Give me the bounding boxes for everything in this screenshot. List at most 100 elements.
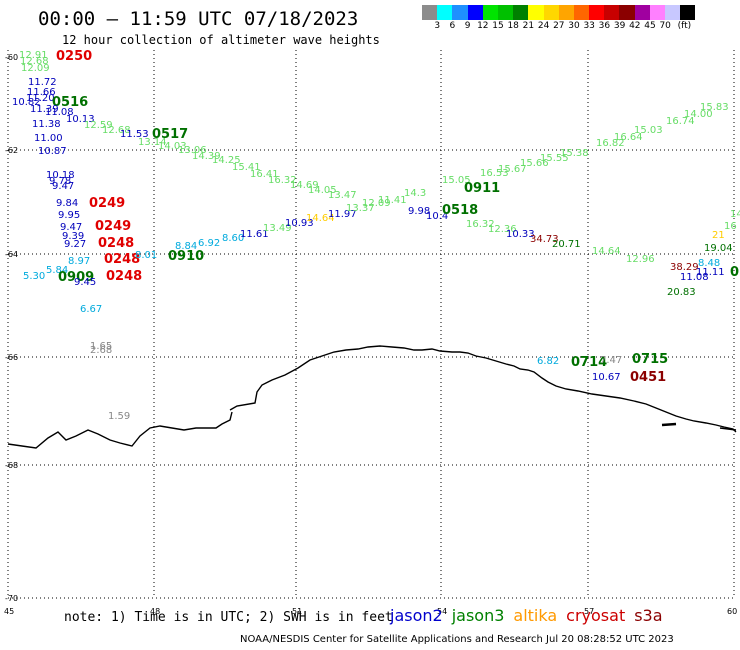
- colorbar-swatch: [467, 5, 483, 20]
- wave-height-label: 11.20: [26, 93, 55, 104]
- wave-height-label: 14: [730, 209, 740, 220]
- wave-height-label: 15.03: [634, 125, 663, 136]
- colorbar: [422, 5, 696, 20]
- wave-height-label: 12.68: [102, 125, 131, 136]
- colorbar-label: 18: [507, 21, 519, 31]
- wave-height-label: 11.66: [27, 87, 56, 98]
- wave-height-label: 14.05: [308, 185, 337, 196]
- wave-height-label: 14.39: [192, 151, 221, 162]
- pass-time-label: 0517: [152, 127, 188, 142]
- latitude-label: -60: [5, 53, 18, 62]
- wave-height-label: 14.03: [158, 141, 187, 152]
- wave-height-label: 20.71: [552, 239, 581, 250]
- colorbar-swatch: [680, 5, 696, 20]
- colorbar-swatch: [422, 5, 438, 20]
- colorbar-swatch: [543, 5, 559, 20]
- wave-height-label: 12.91: [19, 50, 48, 61]
- wave-height-label: 13.47: [328, 190, 357, 201]
- wave-height-label: 10.67: [592, 372, 621, 383]
- wave-height-label: 12.59: [84, 120, 113, 131]
- wave-height-label: 9.84: [56, 198, 78, 209]
- colorbar-label: 42: [629, 21, 641, 31]
- colorbar-label: 30: [568, 21, 580, 31]
- wave-height-label: 11.08: [45, 107, 74, 118]
- wave-height-label: 38.29: [670, 262, 699, 273]
- map-title: 00:00 – 11:59 UTC 07/18/2023: [38, 8, 359, 30]
- wave-height-label: 7.47: [600, 355, 622, 366]
- pass-time-label: 0518: [442, 203, 478, 218]
- wave-height-label: 11.72: [28, 77, 57, 88]
- ice-shelf-bit: [661, 422, 677, 427]
- colorbar-swatch: [452, 5, 468, 20]
- wave-height-label: 8.84: [175, 241, 197, 252]
- longitude-label: 45: [4, 607, 14, 616]
- colorbar-label: 21: [522, 21, 535, 31]
- wave-height-label: 14.69: [290, 180, 319, 191]
- colorbar-label: 70: [659, 21, 671, 31]
- wave-height-label: 11.97: [328, 209, 357, 220]
- wave-height-label: 1.59: [108, 411, 130, 422]
- latitude-label: -62: [5, 146, 18, 155]
- wave-height-label: 10.4: [426, 211, 448, 222]
- colorbar-swatch: [604, 5, 620, 20]
- wave-height-label: 34.73: [530, 234, 559, 245]
- map-subtitle: 12 hour collection of altimeter wave hei…: [62, 33, 380, 47]
- colorbar-swatch: [558, 5, 574, 20]
- wave-height-label: 11.08: [680, 272, 709, 283]
- pass-time-label: 0248: [106, 269, 142, 284]
- wave-height-label: 10.33: [506, 229, 535, 240]
- wave-height-label: 11.39: [30, 104, 59, 115]
- wave-height-label: 13.06: [178, 145, 207, 156]
- colorbar-swatch: [649, 5, 665, 20]
- pass-time-label: 0910: [168, 249, 204, 264]
- wave-height-label: 10.18: [46, 170, 75, 181]
- wave-height-label: 11.61: [240, 229, 269, 240]
- colorbar-label: 33: [583, 21, 595, 31]
- wave-height-label: 14.00: [684, 109, 713, 120]
- wave-height-label: 12.68: [20, 56, 49, 67]
- wave-height-label: 9.98: [408, 206, 430, 217]
- colorbar-swatch: [573, 5, 590, 20]
- wave-height-label: 8.60: [222, 233, 244, 244]
- wave-height-label: 2.68: [90, 345, 112, 356]
- wave-height-label: 12.09: [362, 198, 391, 209]
- coast-east-bit: [719, 427, 737, 431]
- wave-height-label: 15.66: [520, 158, 549, 169]
- wave-height-label: 9.95: [58, 210, 80, 221]
- wave-height-label: 16.41: [250, 169, 279, 180]
- wave-height-label: 11.53: [120, 129, 149, 140]
- pass-time-label: 0: [730, 265, 739, 280]
- wave-height-label: 15.38: [560, 148, 589, 159]
- wave-height-label: 8.48: [698, 258, 720, 269]
- wave-height-label: 1.65: [90, 341, 112, 352]
- pass-time-label: 0249: [89, 196, 125, 211]
- wave-height-label: 16.32: [268, 175, 297, 186]
- wave-height-label: 13.37: [346, 203, 375, 214]
- colorbar-labels: 3 6 9 12 15 18 21 24 27 30 33 36 39 42 45 70 (ft): [422, 21, 740, 33]
- pass-time-label: 0516: [52, 95, 88, 110]
- pass-time-label: 0250: [56, 49, 92, 64]
- colorbar-label: 39: [613, 21, 626, 31]
- wave-height-label: 15.83: [700, 102, 729, 113]
- colorbar-label: 9: [464, 21, 471, 31]
- legend-altika: altika: [513, 606, 558, 625]
- colorbar-label: 45: [644, 21, 656, 31]
- wave-height-label: 15.67: [498, 164, 527, 175]
- pass-time-label: 0715: [632, 352, 668, 367]
- wave-height-label: 10.93: [285, 218, 314, 229]
- wave-height-label: 10.13: [66, 114, 95, 125]
- wave-height-label: 10.87: [38, 146, 67, 157]
- colorbar-label: 15: [492, 21, 504, 31]
- colorbar-label: 24: [537, 21, 550, 31]
- colorbar-swatch: [482, 5, 498, 20]
- wave-height-label: 12.36: [488, 224, 517, 235]
- colorbar-swatch: [437, 5, 453, 20]
- longitude-label: 57: [584, 607, 594, 616]
- colorbar-label: 12: [477, 21, 489, 31]
- colorbar-swatch: [528, 5, 544, 20]
- footnote: note: 1) Time is in UTC; 2) SWH is in fe…: [64, 610, 393, 625]
- wave-height-label: 14.3: [404, 188, 426, 199]
- wave-height-label: 16.32: [466, 219, 495, 230]
